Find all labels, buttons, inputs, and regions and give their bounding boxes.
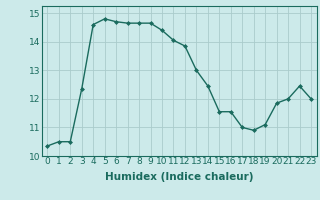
- X-axis label: Humidex (Indice chaleur): Humidex (Indice chaleur): [105, 172, 253, 182]
